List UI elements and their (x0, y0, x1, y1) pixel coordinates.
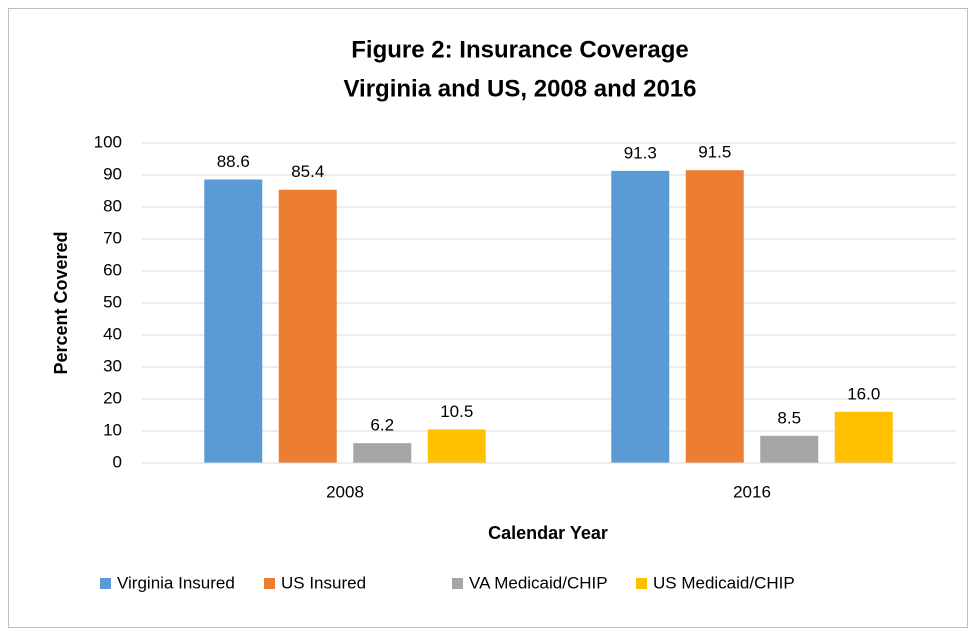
legend-swatch (100, 578, 111, 589)
y-tick-label: 100 (94, 132, 122, 151)
chart-title: Virginia and US, 2008 and 2016 (343, 75, 696, 102)
bar (278, 189, 337, 463)
legend-swatch (636, 578, 647, 589)
legend-label: VA Medicaid/CHIP (469, 573, 608, 592)
legend-label: US Medicaid/CHIP (653, 573, 795, 592)
y-tick-label: 30 (103, 356, 122, 375)
data-label: 16.0 (847, 384, 880, 403)
bar (204, 179, 263, 464)
bar (685, 170, 744, 463)
y-tick-label: 80 (103, 196, 122, 215)
y-axis-title: Percent Covered (51, 231, 71, 374)
legend-swatch (264, 578, 275, 589)
bar (427, 429, 486, 463)
y-tick-label: 10 (103, 420, 122, 439)
bar (834, 411, 893, 463)
bar (353, 443, 412, 463)
data-label: 88.6 (217, 152, 250, 171)
y-tick-label: 40 (103, 324, 122, 343)
data-label: 10.5 (440, 402, 473, 421)
bar (760, 435, 819, 463)
x-tick-label: 2008 (326, 482, 364, 501)
y-tick-label: 50 (103, 292, 122, 311)
chart-title: Figure 2: Insurance Coverage (351, 36, 688, 63)
data-label: 8.5 (777, 408, 801, 427)
x-tick-label: 2016 (733, 482, 771, 501)
data-label: 6.2 (370, 416, 394, 435)
data-label: 85.4 (291, 162, 324, 181)
y-tick-label: 60 (103, 260, 122, 279)
x-axis-title: Calendar Year (488, 523, 608, 543)
y-tick-label: 90 (103, 164, 122, 183)
y-tick-label: 20 (103, 388, 122, 407)
legend-label: US Insured (281, 573, 366, 592)
data-label: 91.5 (698, 143, 731, 162)
data-label: 91.3 (624, 143, 657, 162)
legend-swatch (452, 578, 463, 589)
chart-border (8, 8, 968, 628)
y-tick-label: 70 (103, 228, 122, 247)
legend-label: Virginia Insured (117, 573, 235, 592)
y-tick-label: 0 (113, 452, 122, 471)
bar (611, 170, 670, 463)
